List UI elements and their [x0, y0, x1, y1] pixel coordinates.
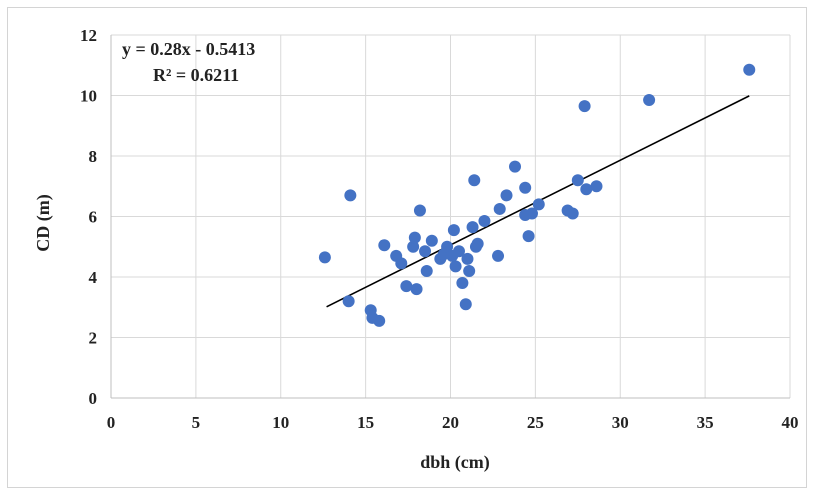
data-point [743, 63, 756, 76]
trendline-equation-label: y = 0.28x - 0.5413 [122, 39, 255, 59]
x-tick-label: 15 [357, 413, 374, 432]
axes [110, 35, 790, 399]
data-point [500, 189, 513, 202]
data-point [590, 180, 603, 193]
y-tick-label: 0 [89, 389, 98, 408]
data-point [566, 207, 579, 220]
x-tick-label: 40 [782, 413, 799, 432]
y-tick-label: 2 [89, 329, 98, 348]
data-point [373, 314, 386, 327]
scatter-plot: 0 5 10 15 20 25 30 35 40 0 2 4 6 8 10 12 y = 0.28x - 0.… [33, 26, 799, 473]
data-point [447, 224, 460, 237]
data-point [410, 283, 423, 296]
x-tick-label: 35 [697, 413, 714, 432]
data-point [407, 240, 420, 253]
tick-labels: 0 5 10 15 20 25 30 35 40 0 2 4 6 8 10 12 [80, 26, 799, 432]
data-point [643, 94, 656, 107]
r-squared-label: R² = 0.6211 [153, 65, 239, 85]
data-point [400, 280, 413, 293]
x-tick-label: 10 [272, 413, 289, 432]
data-point [461, 252, 474, 265]
y-tick-label: 4 [89, 268, 98, 287]
grid-lines [111, 34, 791, 398]
data-point [441, 240, 454, 253]
y-tick-label: 6 [89, 208, 98, 227]
data-point [580, 183, 593, 196]
data-point [449, 260, 462, 273]
data-point [395, 257, 408, 270]
data-point [468, 174, 481, 187]
data-point [344, 189, 357, 202]
data-point [471, 237, 484, 250]
data-point [425, 234, 438, 247]
x-axis-title: dbh (cm) [420, 452, 490, 473]
data-point [463, 264, 476, 277]
y-tick-label: 12 [80, 26, 97, 45]
data-point [408, 231, 421, 244]
y-tick-label: 8 [89, 147, 98, 166]
y-axis-title: CD (m) [33, 194, 54, 251]
data-point [378, 239, 391, 252]
data-point [571, 174, 584, 187]
x-tick-label: 25 [527, 413, 544, 432]
data-point [519, 181, 532, 194]
x-tick-label: 20 [442, 413, 459, 432]
data-points [318, 63, 756, 327]
data-point [525, 207, 538, 220]
data-point [459, 298, 472, 311]
data-point [532, 198, 545, 211]
data-point [509, 160, 522, 173]
data-point [420, 264, 433, 277]
data-point [413, 204, 426, 217]
data-point [493, 202, 506, 215]
data-point [318, 251, 331, 264]
data-point [578, 100, 591, 113]
data-point [492, 249, 505, 262]
data-point [478, 215, 491, 228]
x-tick-label: 5 [192, 413, 201, 432]
data-point [466, 221, 479, 234]
x-tick-label: 0 [107, 413, 116, 432]
data-point [419, 245, 432, 258]
x-tick-label: 30 [612, 413, 629, 432]
data-point [452, 245, 465, 258]
chart-frame: 0 5 10 15 20 25 30 35 40 0 2 4 6 8 10 12 y = 0.28x - 0.… [7, 7, 807, 488]
data-point [342, 295, 355, 308]
data-point [522, 230, 535, 243]
data-point [456, 277, 469, 290]
y-tick-label: 10 [80, 87, 97, 106]
